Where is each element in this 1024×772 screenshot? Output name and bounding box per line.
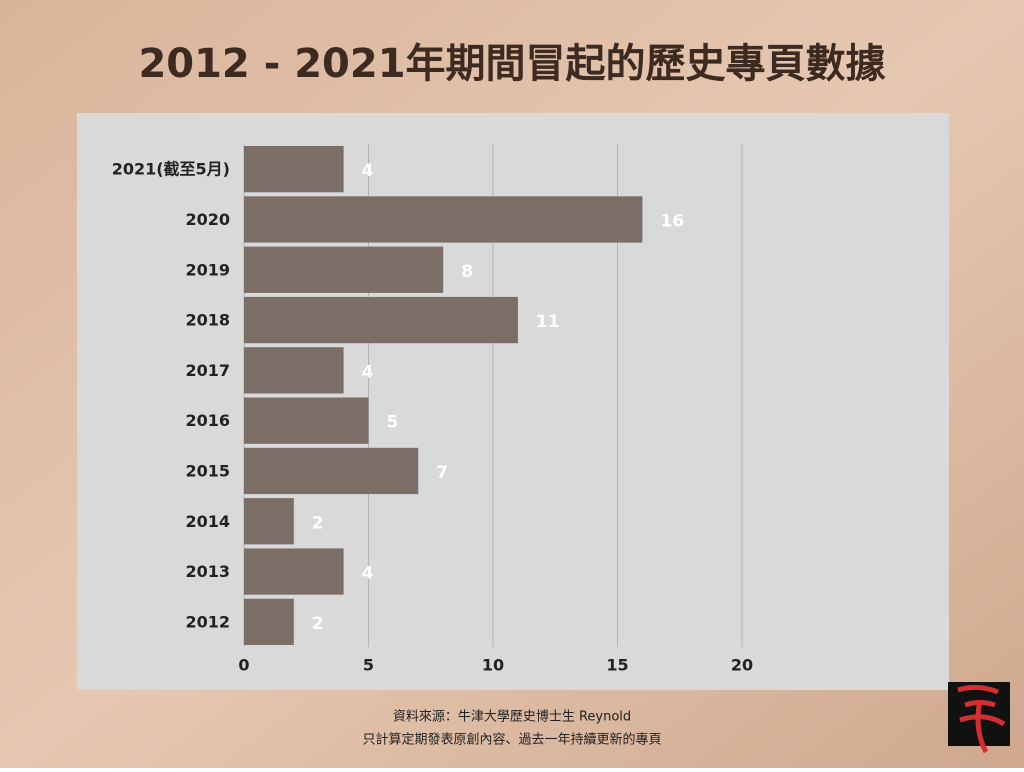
- value-label: 7: [436, 463, 448, 483]
- value-label: 4: [362, 362, 374, 382]
- x-tick-label: 10: [482, 656, 504, 675]
- value-label: 11: [536, 312, 560, 332]
- y-tick-label: 2019: [185, 260, 230, 279]
- value-label: 5: [387, 413, 399, 433]
- bar: [244, 347, 344, 394]
- logo: [948, 682, 1010, 754]
- y-tick-label: 2021(截至5月): [112, 160, 230, 179]
- y-tick-label: 2014: [185, 512, 230, 531]
- bar: [244, 296, 518, 344]
- value-label: 4: [362, 161, 374, 181]
- bar: [244, 498, 294, 545]
- bar: [244, 598, 294, 645]
- y-tick-label: 2016: [185, 411, 230, 430]
- y-tick-label: 2015: [185, 461, 230, 480]
- chart-title: 2012 - 2021年期間冒起的歷史專頁數據: [138, 41, 886, 87]
- bar: [244, 246, 444, 293]
- x-tick-label: 5: [363, 656, 374, 675]
- bar: [244, 146, 344, 193]
- x-tick-label: 15: [606, 656, 628, 675]
- x-tick-label: 20: [731, 656, 753, 675]
- value-label: 16: [660, 211, 684, 231]
- bar: [244, 447, 419, 495]
- bar: [244, 397, 369, 444]
- x-tick-label: 0: [238, 656, 249, 675]
- footnote: 資料來源：牛津大學歷史博士生 Reynold: [393, 710, 631, 725]
- bar: [244, 548, 344, 595]
- value-label: 2: [312, 513, 324, 533]
- y-tick-label: 2012: [185, 612, 230, 631]
- bar: [244, 196, 643, 243]
- y-tick-label: 2017: [185, 361, 230, 380]
- y-tick-label: 2013: [185, 562, 230, 581]
- y-tick-label: 2018: [185, 311, 230, 330]
- value-label: 4: [362, 564, 374, 584]
- value-label: 8: [461, 262, 473, 282]
- y-tick-label: 2020: [185, 210, 230, 229]
- footnote: 只計算定期發表原創內容、過去一年持續更新的專頁: [362, 732, 661, 748]
- value-label: 2: [312, 614, 324, 634]
